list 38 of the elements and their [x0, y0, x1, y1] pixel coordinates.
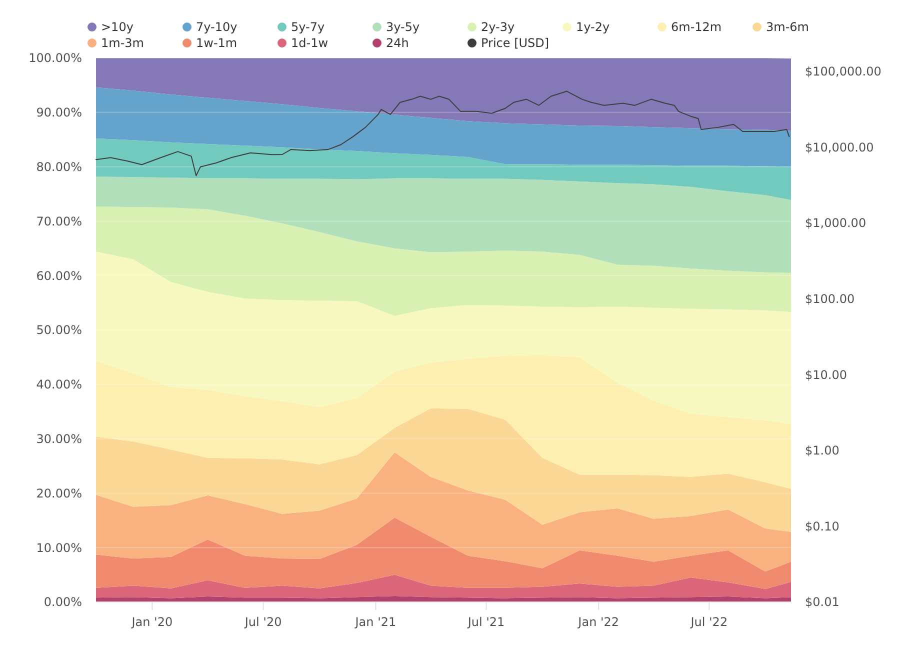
x-tick-label: Jul '20: [244, 615, 282, 629]
legend-label: 3y-5y: [386, 20, 420, 34]
y2-tick-label: $0.10: [805, 519, 840, 534]
y-tick-label: 20.00%: [36, 486, 82, 500]
legend-label: 1w-1m: [196, 36, 238, 50]
legend-label: 7y-10y: [196, 20, 238, 34]
y-tick-label: 100.00%: [28, 51, 82, 66]
y-tick-label: 10.00%: [36, 540, 82, 555]
legend-label: >10y: [101, 20, 134, 34]
x-tick-label: Jan '22: [577, 615, 620, 629]
y2-tick-label: $1,000.00: [805, 216, 866, 230]
legend-label: 5y-7y: [291, 20, 325, 34]
legend-label: 1d-1w: [291, 36, 328, 50]
y-tick-label: 90.00%: [36, 106, 82, 120]
legend-label: 24h: [386, 36, 409, 50]
y2-tick-label: $0.01: [805, 595, 840, 610]
legend-label: 3m-6m: [766, 20, 809, 34]
x-tick-label: Jul '22: [690, 615, 728, 629]
y2-tick-label: $10.00: [805, 368, 847, 382]
x-tick-label: Jul '21: [466, 615, 505, 629]
y-tick-label: 60.00%: [36, 268, 82, 283]
y-tick-label: 70.00%: [36, 214, 82, 228]
y-tick-label: 50.00%: [36, 323, 82, 338]
y-tick-label: 80.00%: [36, 160, 82, 174]
x-tick-label: Jan '21: [354, 615, 396, 629]
y-tick-label: 30.00%: [36, 432, 82, 446]
legend-label: Price [USD]: [481, 36, 550, 50]
y2-tick-label: $100,000.00: [805, 64, 882, 79]
legend-label: 1y-2y: [576, 20, 610, 34]
y2-tick-label: $10,000.00: [805, 140, 874, 154]
legend-label: 1m-3m: [101, 36, 144, 50]
y2-tick-label: $100.00: [805, 292, 855, 306]
y-tick-label: 0.00%: [44, 595, 82, 610]
x-tick-label: Jan '20: [130, 615, 173, 629]
legend-label: 6m-12m: [671, 20, 722, 34]
y2-tick-label: $1.00: [805, 444, 840, 458]
legend-label: 2y-3y: [481, 20, 515, 34]
y-tick-label: 40.00%: [36, 378, 82, 392]
